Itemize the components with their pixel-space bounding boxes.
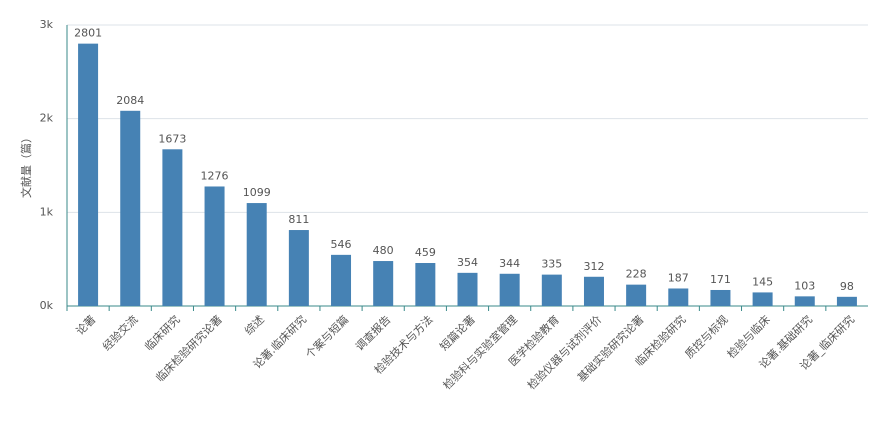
- data-label: 1276: [201, 169, 229, 182]
- data-label: 811: [288, 213, 309, 226]
- x-tick-label: 检验科与实验室管理: [440, 312, 520, 392]
- bar: [752, 292, 773, 306]
- data-label: 145: [752, 275, 773, 288]
- y-tick-label: 0k: [40, 299, 54, 312]
- data-label: 459: [415, 246, 436, 259]
- data-label: 1673: [158, 132, 186, 145]
- bar: [162, 149, 183, 306]
- bar: [204, 186, 225, 306]
- data-label: 2084: [116, 94, 144, 107]
- bar: [246, 203, 267, 306]
- data-label: 228: [626, 268, 647, 281]
- x-tick-label: 论著: [73, 312, 98, 337]
- bar: [710, 289, 731, 306]
- y-axis-label: 文献量（篇）: [19, 132, 33, 198]
- x-tick-label: 短篇论著: [437, 312, 478, 353]
- data-label: 312: [583, 260, 604, 273]
- x-tick-label: 个案与短篇: [302, 312, 351, 361]
- data-label: 171: [710, 273, 731, 286]
- bar: [373, 261, 394, 306]
- bar: [457, 272, 478, 306]
- data-label: 354: [457, 256, 478, 269]
- data-label: 187: [668, 271, 689, 284]
- x-tick-label: 临床研究: [142, 312, 183, 353]
- data-label: 546: [331, 238, 352, 251]
- bar: [331, 254, 352, 306]
- x-tick-label: 检验仪器与试剂评价: [524, 312, 604, 392]
- y-tick-label: 1k: [40, 205, 54, 218]
- y-tick-label: 3k: [40, 18, 54, 31]
- x-tick-label: 调查报告: [352, 312, 393, 353]
- x-tick-label: 经验交流: [99, 312, 140, 353]
- bar: [415, 263, 436, 306]
- bar: [78, 43, 99, 306]
- bar: [668, 288, 689, 306]
- data-label: 335: [541, 258, 562, 271]
- bar: [794, 296, 815, 306]
- data-label: 2801: [74, 27, 102, 40]
- bar: [541, 274, 562, 306]
- bar: [288, 230, 309, 306]
- x-tick-label: 质控与标规: [682, 312, 731, 361]
- data-label: 344: [499, 257, 520, 270]
- bar: [836, 296, 857, 306]
- bar: [499, 273, 520, 306]
- bar: [626, 284, 647, 306]
- x-tick-label: 综述: [241, 312, 266, 337]
- bar: [583, 276, 604, 306]
- y-tick-label: 2k: [40, 112, 54, 125]
- data-label: 103: [794, 279, 815, 292]
- data-label: 1099: [243, 186, 271, 199]
- data-label: 98: [840, 280, 854, 293]
- data-label: 480: [373, 244, 394, 257]
- bar: [120, 110, 141, 306]
